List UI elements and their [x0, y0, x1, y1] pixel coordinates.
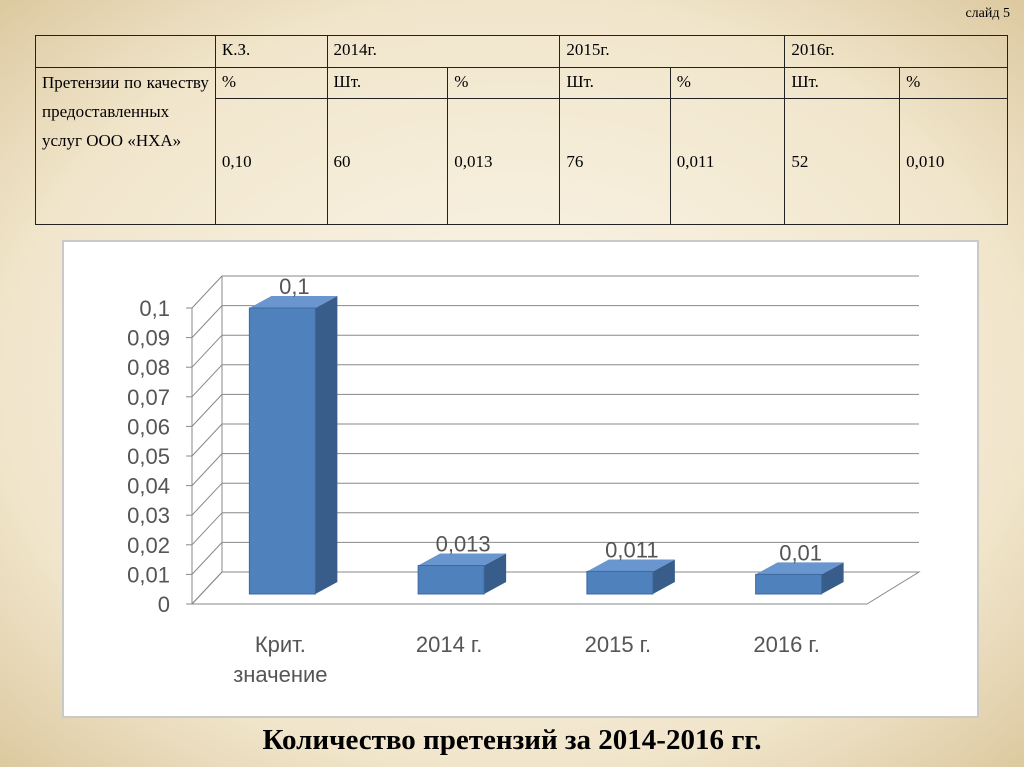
x-tick-label: 2016 г.	[753, 632, 820, 657]
caption: Количество претензий за 2014-2016 гг.	[262, 724, 762, 756]
grid-diagonal	[191, 334, 223, 368]
value-label: 0,013	[436, 532, 491, 557]
chart: 0 0,01 0,02 0,03 0,04 0,05 0,06 0,07 0,08 0,09 0,1…	[127, 274, 921, 687]
bar-side	[315, 296, 338, 594]
bar-top	[755, 562, 844, 575]
header-cell: 2015г.	[559, 35, 786, 68]
bar-side	[652, 559, 675, 594]
grid-diagonal	[191, 542, 223, 575]
table: К.З. 2014г. 2015г. 2016г. Претензии по к…	[35, 35, 1008, 225]
grid-diagonal	[191, 275, 223, 309]
row-label: Претензии по качеству предоставленных ус…	[35, 67, 216, 225]
y-tick-label: 0,09	[127, 326, 170, 351]
grid-diagonal	[191, 423, 223, 457]
value-label: 0,011	[605, 537, 658, 562]
x-tick-label: 2015 г.	[585, 632, 652, 657]
value-cell: 0,011	[669, 98, 786, 225]
subheader-cell: Шт.	[559, 67, 671, 99]
y-tick-label: 0,1	[139, 296, 170, 321]
grid-diagonal	[191, 512, 223, 546]
grid-diagonal	[191, 364, 223, 398]
y-tick-label: 0,07	[127, 385, 170, 410]
cell	[35, 35, 216, 68]
header-cell: К.З.	[214, 35, 328, 68]
value-cell: 60	[326, 98, 449, 225]
subheader-cell: Шт.	[326, 67, 449, 99]
value-cell: 0,010	[899, 98, 1008, 225]
subheader-cell: %	[669, 67, 786, 99]
subheader-cell: %	[447, 67, 561, 99]
y-tick-label: 0,08	[127, 355, 170, 380]
grid-diagonal	[191, 394, 223, 427]
bar-top	[418, 553, 507, 566]
grid-diagonal	[191, 305, 223, 338]
x-tick-label: Крит. значение	[233, 632, 327, 687]
grid-diagonal	[191, 482, 223, 516]
bar	[417, 565, 485, 595]
value-cell: 0,10	[214, 98, 328, 225]
bar	[586, 570, 654, 595]
x-tick-label: 2014 г.	[416, 632, 483, 657]
value-label: 0,1	[279, 274, 310, 299]
grid-diagonal	[191, 453, 223, 486]
header-cell: 2016г.	[784, 35, 1008, 68]
value-label: 0,01	[779, 540, 822, 565]
bar	[248, 307, 316, 595]
slide-label: слайд 5	[965, 6, 1010, 21]
value-cell: 76	[559, 98, 671, 225]
value-cell: 0,013	[447, 98, 561, 225]
y-tick-label: 0,05	[127, 444, 170, 469]
chart-frame: 0 0,01 0,02 0,03 0,04 0,05 0,06 0,07 0,08 0,09 0,1…	[62, 240, 979, 718]
y-tick-label: 0,06	[127, 414, 170, 439]
bar-side	[821, 562, 844, 594]
header-cell: 2014г.	[326, 35, 561, 68]
bar-top	[249, 296, 338, 308]
bar	[755, 573, 823, 595]
subheader-cell: %	[899, 67, 1008, 99]
y-tick-label: 0,01	[127, 562, 170, 587]
y-tick-label: 0,03	[127, 503, 170, 528]
bar-top	[586, 559, 675, 572]
subheader-cell: Шт.	[784, 67, 901, 99]
y-tick-label: 0,04	[127, 474, 170, 499]
grid-diagonal	[191, 571, 223, 605]
bar-side	[484, 553, 507, 594]
value-cell: 52	[784, 98, 901, 225]
subheader-cell: %	[214, 67, 328, 99]
y-tick-label: 0,02	[127, 533, 170, 558]
y-tick-label: 0	[158, 592, 170, 617]
